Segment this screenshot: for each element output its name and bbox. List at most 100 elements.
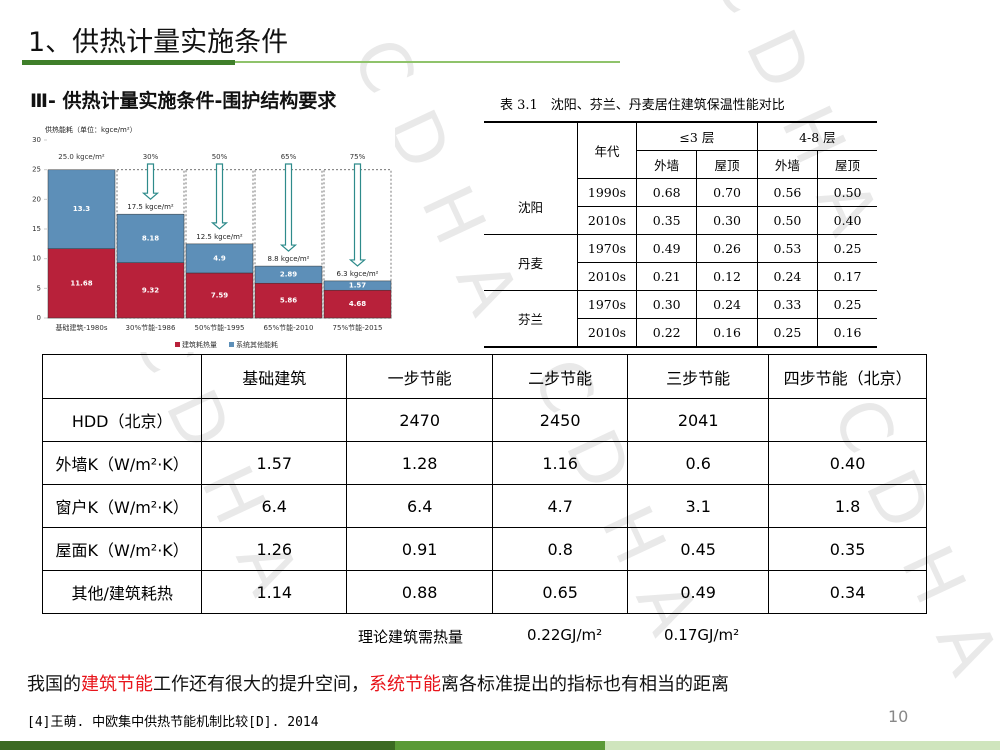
data-row: 丹麦 1970s 0.49 0.26 0.53 0.25 — [484, 234, 877, 291]
header-cell: ≤3 层 — [636, 122, 758, 151]
bar-segment — [47, 169, 116, 249]
bar-segment — [116, 213, 185, 263]
bar-segment — [47, 248, 116, 319]
page-number: 10 — [888, 707, 909, 726]
header-cell: 外墙 — [635, 150, 697, 179]
value-cell: 6.4 — [346, 484, 494, 528]
highlight-text: 系统节能 — [369, 674, 441, 695]
header-cell: 年代 — [577, 122, 637, 179]
top-label: 50% — [212, 153, 228, 161]
year-cell: 1990s — [577, 178, 637, 207]
value-cell: 0.35 — [768, 527, 927, 571]
year-cell: 2010s — [577, 206, 637, 235]
y-tick-label: 0 — [37, 314, 41, 322]
y-tick-label: 20 — [32, 195, 41, 203]
value-label: 9.32 — [142, 286, 159, 294]
value-cell: 0.91 — [346, 527, 494, 571]
footer-bar — [605, 741, 1000, 750]
total-label: 6.3 kgce/m² — [337, 270, 379, 278]
value-cell: 0.25 — [756, 318, 818, 348]
value-cell: 0.40 — [817, 206, 877, 235]
top-label: 25.0 kgce/m² — [58, 153, 105, 161]
value-cell: 1.28 — [346, 441, 494, 485]
row-label: 窗户K（W/m²·K） — [41, 484, 203, 528]
value-cell: 0.50 — [756, 206, 818, 235]
header-cell: 四步节能（北京） — [768, 354, 927, 399]
value-cell: 0.8 — [492, 527, 629, 571]
arrow — [279, 163, 298, 252]
value-cell: 0.16 — [696, 318, 758, 348]
value-cell: 2450 — [492, 398, 629, 442]
value-cell: 0.22 — [635, 318, 697, 348]
value-cell: 0.68 — [635, 178, 697, 207]
header-cell: 4-8 层 — [756, 122, 877, 151]
value-cell: 0.65 — [492, 570, 629, 614]
city-cell: 丹麦 — [484, 234, 578, 291]
value-cell: 0.30 — [635, 290, 697, 319]
table-caption: 表 3.1 沈阳、芬兰、丹麦居住建筑保温性能对比 — [500, 98, 785, 113]
value-cell: 0.33 — [756, 290, 818, 319]
value-cell: 0.40 — [768, 441, 927, 485]
value-cell: 6.4 — [201, 484, 348, 528]
theory-value: 0.17GJ/m² — [664, 626, 740, 644]
value-label: 11.68 — [70, 279, 92, 287]
chart: 供热能耗（单位：kgce/m²） 0 5 10 15 20 25 30 基础建筑-1980s 11… — [30, 124, 395, 352]
value-cell — [768, 398, 927, 442]
city-cell: 沈阳 — [484, 178, 578, 235]
header-cell: 屋顶 — [817, 150, 877, 179]
y-tick-label: 10 — [32, 255, 41, 263]
header-cell: 三步节能 — [627, 354, 770, 399]
data-row: 外墙K（W/m²·K） 1.57 1.28 1.16 0.6 0.40 — [41, 441, 927, 485]
value-label: 13.3 — [73, 205, 90, 213]
value-cell: 1.16 — [492, 441, 629, 485]
footer-bar — [0, 741, 395, 750]
arrow — [348, 163, 367, 267]
value-cell: 0.25 — [817, 290, 877, 319]
y-tick-label: 5 — [37, 284, 41, 292]
y-tick-label: 30 — [32, 136, 41, 144]
value-cell: 0.35 — [635, 206, 697, 235]
value-label: 2.89 — [280, 271, 297, 279]
city-cell: 芬兰 — [484, 290, 578, 348]
y-tick-label: 25 — [32, 166, 41, 174]
citation: [4]王萌. 中欧集中供热节能机制比较[D]. 2014 — [27, 715, 319, 730]
value-cell: 0.34 — [768, 570, 927, 614]
header-cell: 外墙 — [756, 150, 818, 179]
conclusion: 我国的建筑节能工作还有很大的提升空间，系统节能离各标准提出的指标也有相当的距离 — [27, 670, 729, 696]
header-cell: 屋顶 — [696, 150, 758, 179]
row-label: 其他/建筑耗热 — [41, 570, 203, 614]
header-cell: 基础建筑 — [201, 354, 348, 399]
value-cell: 0.30 — [696, 206, 758, 235]
value-cell: 0.21 — [635, 262, 697, 291]
value-cell: 0.49 — [627, 570, 770, 614]
corner-cell — [484, 122, 578, 179]
value-cell: 0.24 — [756, 262, 818, 291]
subtitle: Ⅲ- 供热计量实施条件-围护结构要求 — [30, 90, 337, 112]
value-cell: 0.6 — [627, 441, 770, 485]
header-row: 外墙 屋顶 外墙 屋顶 — [484, 150, 877, 179]
x-tick-label: 75%节能-2015 — [333, 323, 383, 332]
arrow — [141, 163, 160, 200]
bar-segment — [116, 262, 185, 319]
header-cell: 二步节能 — [492, 354, 629, 399]
data-row: 屋面K（W/m²·K） 1.26 0.91 0.8 0.45 0.35 — [41, 527, 927, 571]
data-row: 2010s 0.35 0.30 0.50 0.40 — [484, 206, 877, 235]
bar-segment — [323, 280, 392, 291]
value-cell: 0.26 — [696, 234, 758, 263]
slide-title: 1、供热计量实施条件 — [28, 27, 289, 58]
y-tick-label: 15 — [32, 225, 41, 233]
value-cell: 3.1 — [627, 484, 770, 528]
footer-bar — [395, 741, 605, 750]
arrow — [210, 163, 229, 230]
text-segment: 我国的 — [27, 674, 81, 695]
value-cell: 0.70 — [696, 178, 758, 207]
bar-segment — [185, 243, 254, 274]
bar-segment — [254, 265, 323, 284]
text-segment: 离各标准提出的指标也有相当的距离 — [441, 674, 729, 695]
value-label: 5.86 — [280, 297, 297, 305]
header-cell — [41, 354, 203, 399]
year-cell: 1970s — [577, 234, 637, 263]
top-label: 65% — [281, 153, 297, 161]
value-cell: 0.12 — [696, 262, 758, 291]
